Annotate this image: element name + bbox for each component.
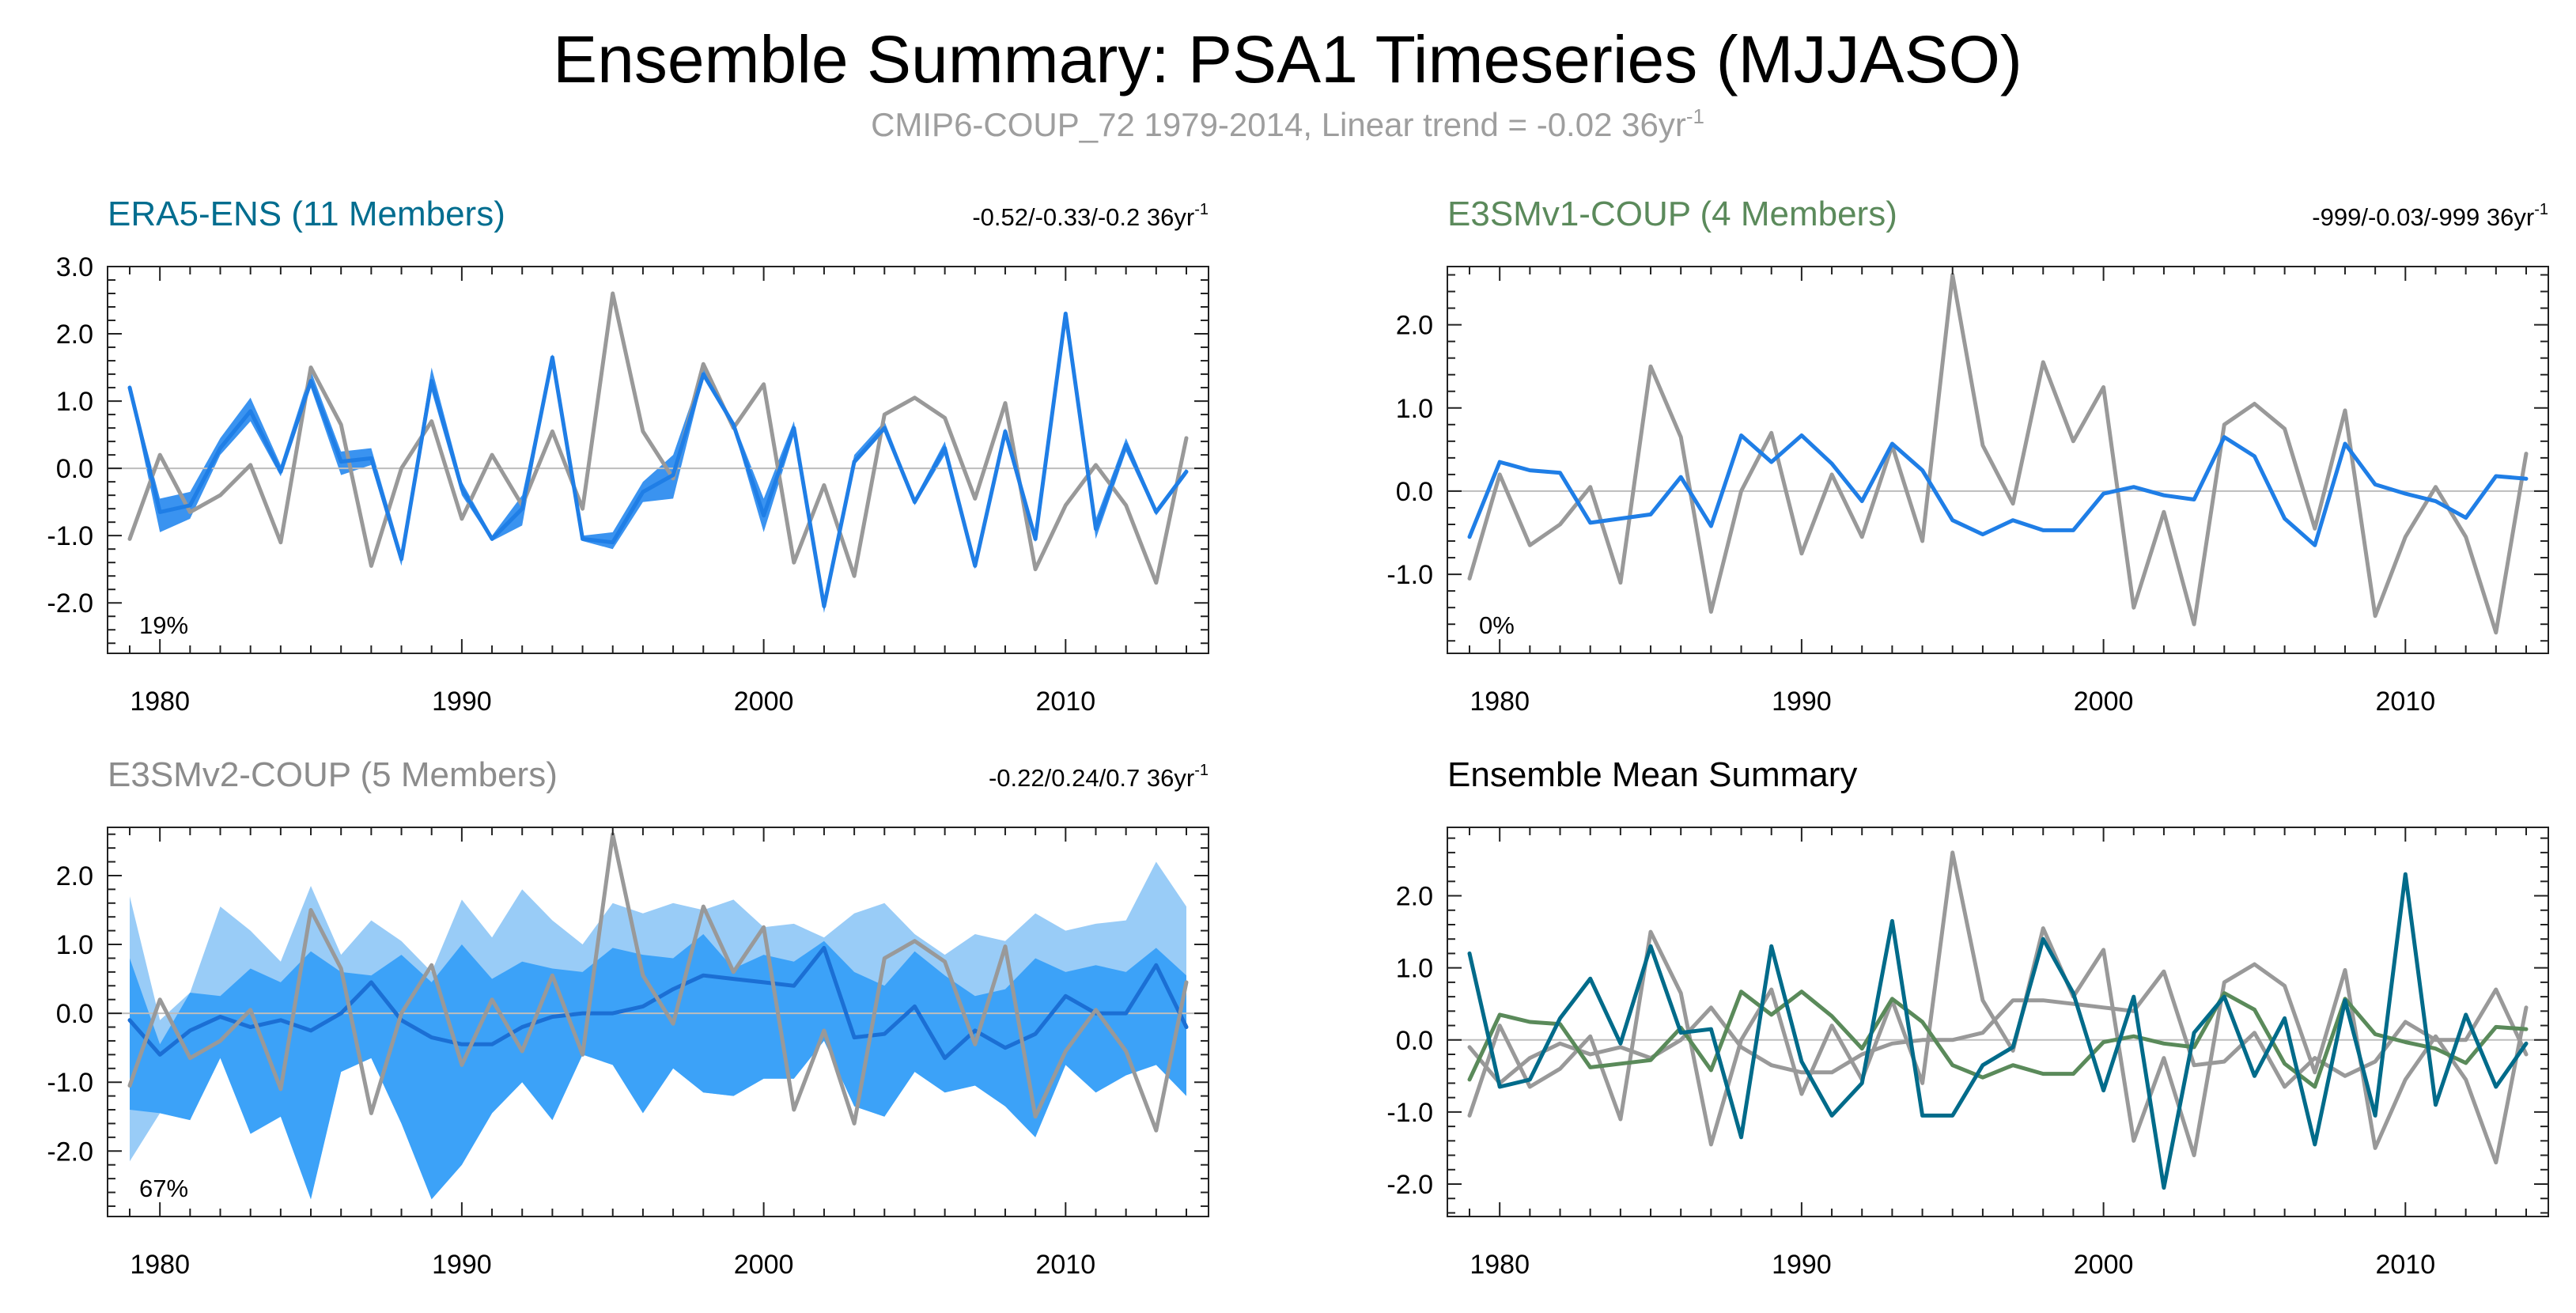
y-tick-label: 1.0 <box>56 930 93 960</box>
trend-label: -0.52/-0.33/-0.2 36yr-1 <box>972 201 1209 231</box>
percent-label: 67% <box>139 1175 188 1202</box>
trend-label-text: -0.52/-0.33/-0.2 36yr <box>972 203 1194 231</box>
y-tick-label: 2.0 <box>56 861 93 891</box>
percent-label: 0% <box>1479 611 1515 639</box>
x-tick-label: 1990 <box>1772 687 1832 717</box>
panel-title: Ensemble Mean Summary <box>1447 755 1857 794</box>
plot-frame <box>1447 827 2549 1217</box>
e3smv2-mean-line <box>1467 969 2529 1089</box>
x-tick-label: 1990 <box>432 1250 492 1280</box>
x-tick-label: 2000 <box>2074 687 2134 717</box>
e3smv2-inner-spread <box>130 934 1186 1200</box>
x-tick-label: 1980 <box>130 1250 190 1280</box>
x-tick-label: 2010 <box>2375 687 2435 717</box>
trend-label-text: -0.22/0.24/0.7 36yr <box>989 764 1194 792</box>
x-tick-label: 1980 <box>1470 1250 1530 1280</box>
panel-e3smv1: E3SMv1-COUP (4 Members) -999/-0.03/-999 3… <box>1386 195 2549 717</box>
era5-mean-line <box>127 312 1189 608</box>
y-tick-label: 1.0 <box>1396 394 1433 424</box>
trend-label-sup: -1 <box>2534 201 2548 218</box>
y-tick-label: -1.0 <box>47 521 93 551</box>
y-tick-label: 0.0 <box>1396 477 1433 507</box>
x-tick-label: 1980 <box>1470 687 1530 717</box>
figure-subtitle-sup: -1 <box>1686 104 1704 128</box>
y-tick-label: -1.0 <box>1386 560 1433 590</box>
era5-mean-line <box>1467 872 2529 1190</box>
x-tick-label: 1990 <box>1772 1250 1832 1280</box>
x-tick-label: 2000 <box>2074 1250 2134 1280</box>
y-tick-label: -2.0 <box>1386 1170 1433 1200</box>
figure-title: Ensemble Summary: PSA1 Timeseries (MJJAS… <box>553 22 2022 96</box>
figure-subtitle: CMIP6-COUP_72 1979-2014, Linear trend = … <box>871 104 1704 143</box>
y-tick-label: 3.0 <box>56 252 93 282</box>
y-tick-label: -1.0 <box>47 1068 93 1098</box>
plot-area <box>1447 273 2548 635</box>
x-tick-label: 2010 <box>1035 1250 1095 1280</box>
trend-label-text: -999/-0.03/-999 36yr <box>2312 203 2534 231</box>
figure-subtitle-text: CMIP6-COUP_72 1979-2014, Linear trend = … <box>871 106 1686 143</box>
e3smv1-mean-line <box>1467 989 2529 1089</box>
y-tick-label: 1.0 <box>56 387 93 417</box>
trend-label-sup: -1 <box>1194 201 1209 218</box>
e3smv1-mean-line <box>1467 433 2529 547</box>
plot-frame <box>107 827 1209 1217</box>
plot-area <box>108 832 1209 1200</box>
plot-frame <box>107 266 1209 654</box>
plot-area <box>108 291 1209 613</box>
x-tick-label: 1990 <box>432 687 492 717</box>
y-tick-label: -2.0 <box>47 1137 93 1167</box>
x-tick-label: 2000 <box>734 687 794 717</box>
y-tick-label: 0.0 <box>1396 1026 1433 1056</box>
panel-e3smv2: E3SMv2-COUP (5 Members) -0.22/0.24/0.7 36… <box>47 755 1209 1280</box>
x-tick-label: 1980 <box>130 687 190 717</box>
y-tick-label: 2.0 <box>1396 882 1433 912</box>
trend-label: -999/-0.03/-999 36yr-1 <box>2312 201 2548 231</box>
plot-frame <box>1447 266 2549 654</box>
y-tick-label: 0.0 <box>56 454 93 484</box>
panel-title: E3SMv1-COUP (4 Members) <box>1447 195 1897 233</box>
x-tick-label: 2010 <box>1035 687 1095 717</box>
plot-area <box>1447 850 2548 1190</box>
trend-label: -0.22/0.24/0.7 36yr-1 <box>989 762 1209 792</box>
y-tick-label: -1.0 <box>1386 1098 1433 1128</box>
panel-title: ERA5-ENS (11 Members) <box>108 195 505 233</box>
observed-line <box>127 832 1189 1133</box>
percent-label: 19% <box>139 611 188 639</box>
observed-line <box>1467 273 2529 635</box>
y-tick-label: 0.0 <box>56 999 93 1029</box>
panel-title: E3SMv2-COUP (5 Members) <box>108 755 558 794</box>
panel-ensemble-mean-summary: Ensemble Mean Summary 2.0 1.0 0.0 -1.0 -2.0 19… <box>1386 755 2549 1280</box>
trend-label-sup: -1 <box>1194 762 1209 779</box>
y-tick-label: 2.0 <box>1396 311 1433 341</box>
y-tick-label: -2.0 <box>47 588 93 619</box>
y-tick-label: 1.0 <box>1396 954 1433 984</box>
y-tick-label: 2.0 <box>56 320 93 350</box>
x-tick-label: 2010 <box>2375 1250 2435 1280</box>
panel-era5: ERA5-ENS (11 Members) -0.52/-0.33/-0.2 36… <box>47 195 1209 717</box>
x-tick-label: 2000 <box>734 1250 794 1280</box>
